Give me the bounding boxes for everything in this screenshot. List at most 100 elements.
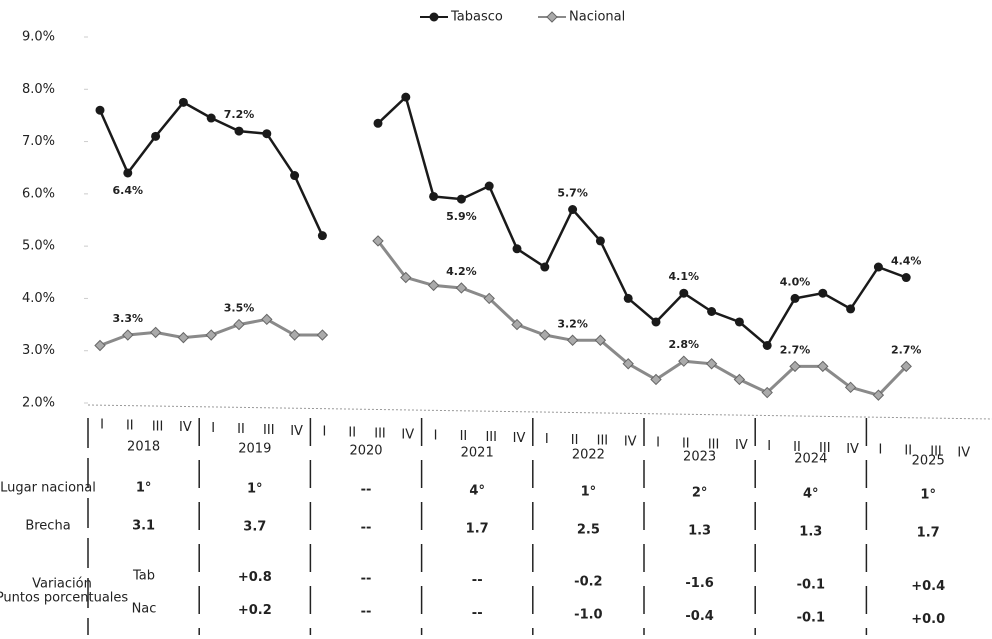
y-tick-label: 2.0%: [22, 396, 55, 411]
data-label: 2.8%: [669, 338, 700, 351]
table-cell: --: [472, 606, 483, 621]
legend-label: Nacional: [569, 10, 625, 25]
x-tick-label: IV: [513, 431, 526, 446]
x-tick-label: III: [819, 441, 831, 456]
point: [873, 262, 883, 272]
x-tick-label: I: [211, 421, 215, 436]
point: [595, 236, 605, 246]
point: [177, 331, 190, 344]
y-tick-label: 7.0%: [22, 134, 55, 149]
point: [872, 389, 885, 401]
subrow-label: Tab: [132, 569, 155, 584]
point: [178, 97, 188, 107]
point: [484, 181, 494, 191]
point: [568, 205, 578, 215]
data-label: 4.2%: [446, 265, 477, 278]
point: [900, 360, 912, 373]
x-tick-label: II: [571, 433, 579, 448]
table-cell: --: [361, 572, 372, 587]
x-tick-label: I: [767, 439, 771, 454]
table-cell: 4°: [469, 484, 485, 499]
point: [261, 313, 273, 326]
point: [123, 168, 133, 178]
x-tick-label: I: [656, 436, 660, 451]
y-tick-label: 3.0%: [22, 343, 55, 358]
table-cell: 2°: [692, 486, 708, 501]
point: [205, 329, 217, 341]
table-cell: 1°: [920, 488, 936, 503]
table-cell: --: [361, 605, 372, 620]
year-label: 2023: [683, 450, 716, 465]
series-line: [98, 94, 907, 348]
x-tick-label: III: [597, 434, 609, 449]
point: [594, 334, 607, 346]
y-tick-label: 5.0%: [22, 239, 55, 254]
data-label: 4.4%: [891, 255, 922, 268]
table-cell: 1.7: [917, 526, 940, 541]
row-sublabel: Puntos porcentuales: [0, 591, 128, 606]
x-tick-label: IV: [179, 420, 192, 435]
x-tick-label: II: [237, 422, 245, 437]
x-tick-label: I: [878, 443, 882, 458]
point: [372, 235, 384, 247]
table-cell: -0.2: [574, 575, 602, 590]
year-label: 2022: [572, 448, 605, 463]
table-cell: 1°: [581, 485, 597, 500]
table-cell: -0.1: [797, 578, 825, 593]
table-cell: 1.3: [799, 525, 822, 540]
data-label: 3.5%: [224, 302, 255, 315]
data-label: 2.7%: [891, 343, 922, 356]
table-cell: 1.7: [466, 522, 489, 537]
point: [789, 360, 801, 373]
y-tick-label: 9.0%: [22, 30, 55, 45]
point: [429, 191, 439, 201]
point: [623, 293, 633, 303]
point: [678, 355, 690, 367]
point: [844, 381, 857, 394]
point: [622, 358, 634, 370]
point: [539, 329, 551, 341]
point: [733, 373, 746, 386]
table-cell: -1.6: [685, 576, 713, 591]
x-tick-label: I: [100, 418, 104, 433]
table-cell: 2.5: [577, 523, 600, 538]
x-tick-label: IV: [624, 435, 637, 450]
legend-label: Tabasco: [450, 10, 503, 25]
series-line: [99, 239, 908, 397]
x-tick-label: II: [126, 418, 134, 433]
point: [262, 129, 272, 139]
legend-marker: [546, 11, 558, 23]
table-cell: 3.7: [243, 520, 266, 535]
year-label: 2020: [349, 444, 382, 459]
year-label: 2024: [794, 452, 827, 467]
table-cell: +0.2: [238, 603, 272, 618]
table-cell: 1.3: [688, 524, 711, 539]
point: [540, 262, 550, 272]
table-cell: 1°: [247, 482, 263, 497]
table-cell: 4°: [803, 487, 819, 502]
data-label: 5.7%: [557, 187, 588, 200]
point: [512, 244, 522, 254]
y-tick-label: 4.0%: [22, 291, 55, 306]
y-tick-label: 6.0%: [22, 186, 55, 201]
x-tick-label: IV: [401, 427, 414, 442]
year-label: 2019: [238, 442, 271, 457]
table-cell: 1°: [136, 481, 152, 496]
x-tick-label: I: [434, 428, 438, 443]
point: [790, 293, 800, 303]
point: [483, 292, 495, 305]
table-cell: -1.0: [574, 608, 602, 623]
point: [650, 373, 662, 386]
point: [288, 329, 301, 341]
x-tick-label: III: [930, 445, 942, 460]
x-tick-label: II: [348, 426, 356, 441]
x-tick-label: II: [904, 444, 912, 459]
legend-marker: [429, 12, 439, 22]
point: [401, 92, 411, 102]
row-label: Brecha: [25, 519, 70, 534]
table-cell: +0.4: [911, 579, 945, 594]
x-tick-label: IV: [735, 438, 748, 453]
subrow-label: Nac: [132, 602, 157, 617]
data-label: 3.2%: [557, 317, 588, 330]
x-tick-label: IV: [290, 424, 303, 439]
